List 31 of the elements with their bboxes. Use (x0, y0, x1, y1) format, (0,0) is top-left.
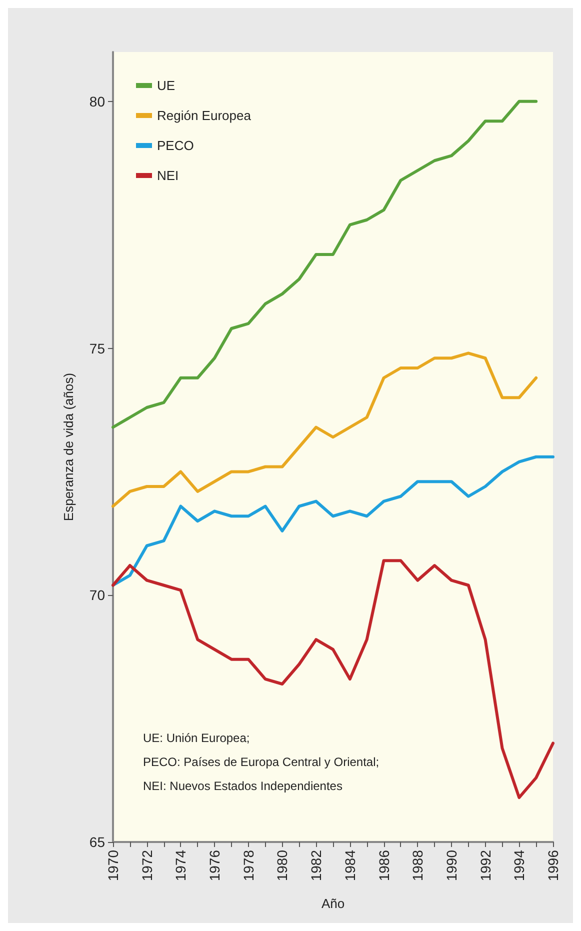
x-tick-label: 1974 (172, 850, 189, 882)
legend-label: PECO (157, 138, 194, 153)
x-tick-label: 1970 (105, 850, 121, 882)
x-tick-label: 1996 (545, 850, 561, 882)
annotation: NEI: Nuevos Estados Independientes (143, 779, 342, 793)
x-tick-label: 1978 (240, 850, 256, 882)
x-tick-label: 1972 (138, 850, 155, 882)
legend-label: Región Europea (157, 108, 252, 123)
x-axis-title: Año (321, 896, 345, 911)
x-tick-label: 1990 (443, 850, 460, 882)
line-series (112, 455, 554, 587)
x-tick-label: 1986 (376, 850, 392, 882)
y-tick-label: 70 (89, 587, 106, 604)
x-tick-label: 1984 (342, 850, 358, 882)
x-tick-label: 1982 (308, 850, 324, 882)
x-tick-label: 1976 (206, 850, 223, 882)
line-series (112, 100, 538, 429)
annotation: PECO: Países de Europa Central y Oriental; (143, 755, 380, 769)
y-axis-title: Esperanza de vida (años) (61, 372, 76, 522)
x-tick-label: 1994 (511, 850, 528, 882)
x-tick-label: 1980 (274, 850, 290, 882)
y-tick-label: 65 (89, 834, 106, 850)
line-series (112, 352, 538, 508)
legend-label: UE (157, 78, 176, 93)
legend-label: NEI (157, 168, 179, 183)
line-series (112, 559, 554, 800)
y-tick-label: 75 (89, 340, 106, 356)
x-tick-label: 1992 (477, 850, 494, 882)
annotation: UE: Unión Europea; (143, 731, 250, 745)
x-tick-label: 1988 (410, 850, 426, 882)
y-tick-label: 80 (89, 93, 106, 110)
